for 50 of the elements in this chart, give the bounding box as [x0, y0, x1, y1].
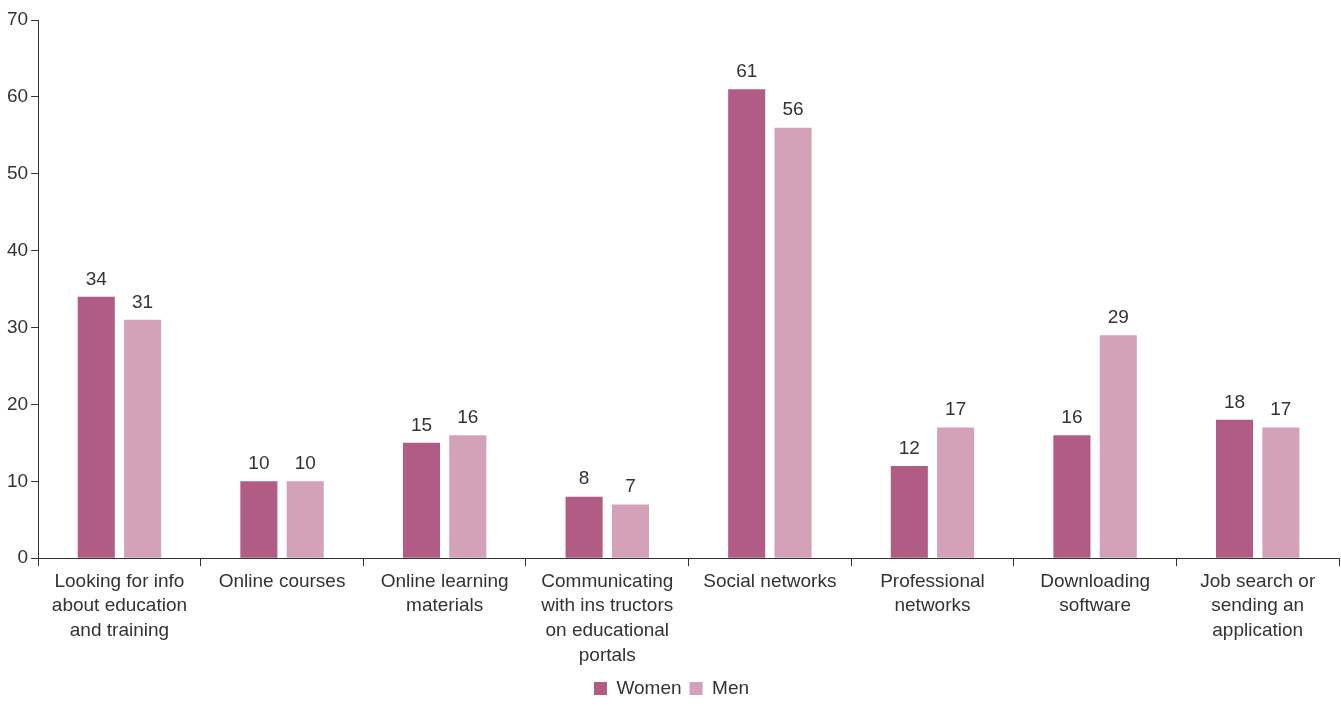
x-tick-label: Online learning materials — [380, 569, 509, 616]
bar — [1053, 435, 1091, 558]
bar — [565, 496, 603, 558]
bar — [77, 296, 115, 558]
data-label: 18 — [1223, 390, 1246, 412]
bar — [890, 465, 928, 558]
legend-label: Women — [616, 676, 682, 698]
y-tick-label: 20 — [6, 392, 29, 414]
y-tick-label: 70 — [6, 8, 29, 30]
data-label: 56 — [782, 98, 804, 120]
bar — [449, 435, 487, 558]
bar — [286, 481, 324, 558]
data-label: 7 — [625, 475, 636, 497]
x-tick-label: Online courses — [218, 569, 346, 591]
bar — [402, 442, 441, 558]
x-tick-label: Looking for info about education and training — [51, 569, 188, 641]
x-tick-label: Social networks — [703, 569, 837, 591]
y-tick-label: 50 — [6, 162, 29, 184]
bar — [774, 127, 812, 558]
bar — [937, 427, 975, 558]
y-tick-label: 40 — [6, 238, 29, 260]
y-tick-label: 10 — [6, 469, 29, 491]
x-tick-label: Communicating with ins tructors on educational portals — [540, 569, 674, 665]
data-label: 10 — [294, 452, 316, 474]
data-label: 61 — [736, 59, 758, 81]
data-label: 12 — [898, 436, 920, 458]
bar — [728, 89, 766, 558]
data-label: 15 — [410, 413, 433, 435]
bar — [1099, 335, 1137, 558]
data-label: 16 — [457, 405, 479, 427]
bar — [1262, 427, 1300, 558]
data-label: 31 — [132, 290, 154, 312]
data-label: 34 — [85, 267, 108, 289]
bar — [124, 319, 162, 558]
y-tick-label: 60 — [6, 85, 29, 107]
x-tick-label: Job search or sending an application — [1200, 569, 1316, 641]
y-tick-label: 30 — [6, 315, 29, 337]
data-label: 17 — [1270, 398, 1292, 420]
data-label: 29 — [1107, 305, 1129, 327]
bar — [1215, 419, 1254, 558]
legend-label: Men — [712, 676, 750, 698]
data-label: 10 — [248, 452, 270, 474]
bar — [611, 504, 649, 558]
y-tick-label: 0 — [17, 546, 29, 568]
data-label: 17 — [945, 398, 967, 420]
bar — [240, 481, 278, 558]
data-label: 16 — [1061, 405, 1083, 427]
x-tick-label: Downloading software — [1040, 569, 1151, 616]
data-label: 8 — [578, 467, 590, 489]
x-tick-label: Professional networks — [880, 569, 985, 616]
